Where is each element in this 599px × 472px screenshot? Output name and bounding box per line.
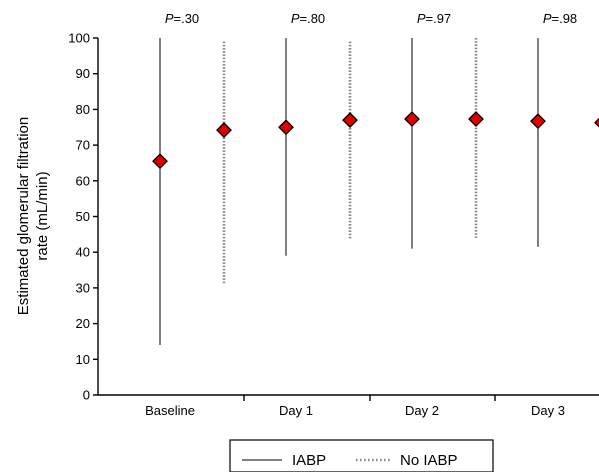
y-tick-label: 100 bbox=[68, 31, 90, 46]
p-value-label: P=.98 bbox=[543, 11, 577, 26]
p-symbol: P bbox=[543, 11, 552, 26]
p-value-label: P=.30 bbox=[165, 11, 199, 26]
p-value: =.30 bbox=[174, 11, 200, 26]
y-tick-label: 90 bbox=[76, 66, 90, 81]
y-axis-label: Estimated glomerular filtration rate (mL/… bbox=[15, 117, 51, 315]
p-symbol: P bbox=[291, 11, 300, 26]
p-value-label: P=.80 bbox=[291, 11, 325, 26]
mean-marker bbox=[342, 112, 358, 129]
mean-marker bbox=[216, 122, 232, 139]
y-tick-label: 20 bbox=[76, 316, 90, 331]
y-tick-label: 80 bbox=[76, 102, 90, 117]
legend-label: IABP bbox=[292, 452, 326, 469]
y-axis-label-line: Estimated glomerular filtration bbox=[15, 117, 32, 315]
mean-marker bbox=[530, 113, 546, 130]
p-symbol: P bbox=[165, 11, 174, 26]
y-tick-label: 10 bbox=[76, 352, 90, 367]
y-tick-label: 60 bbox=[76, 173, 90, 188]
p-value: =.80 bbox=[300, 11, 326, 26]
p-value: =.98 bbox=[552, 11, 578, 26]
mean-marker bbox=[594, 117, 599, 128]
mean-marker bbox=[278, 119, 294, 136]
y-tick-label: 40 bbox=[76, 245, 90, 260]
plot-area: P=.30 P=.80 P=.97 P=.98 bbox=[152, 11, 599, 346]
y-axis-label-line: rate (mL/min) bbox=[34, 171, 51, 260]
y-tick-label: 0 bbox=[83, 388, 90, 403]
p-value-label: P=.97 bbox=[417, 11, 451, 26]
legend-box bbox=[229, 439, 494, 472]
legend: IABP No IABP bbox=[229, 439, 494, 472]
mean-marker bbox=[468, 111, 484, 127]
axes: 0 10 20 30 40 50 60 70 80 90 100 Baseline Day 1 Day 2… bbox=[68, 31, 599, 418]
x-category-label: Day 1 bbox=[279, 403, 313, 418]
x-category-label: Day 3 bbox=[531, 403, 565, 418]
y-tick-label: 30 bbox=[76, 280, 90, 295]
x-category-label: Baseline bbox=[145, 403, 195, 418]
legend-label: No IABP bbox=[400, 452, 458, 469]
y-tick-label: 70 bbox=[76, 138, 90, 153]
y-tick-label: 50 bbox=[76, 209, 90, 224]
p-symbol: P bbox=[417, 11, 426, 26]
p-value: =.97 bbox=[426, 11, 452, 26]
mean-marker bbox=[152, 153, 168, 170]
x-category-label: Day 2 bbox=[405, 403, 439, 418]
mean-marker bbox=[404, 111, 420, 127]
